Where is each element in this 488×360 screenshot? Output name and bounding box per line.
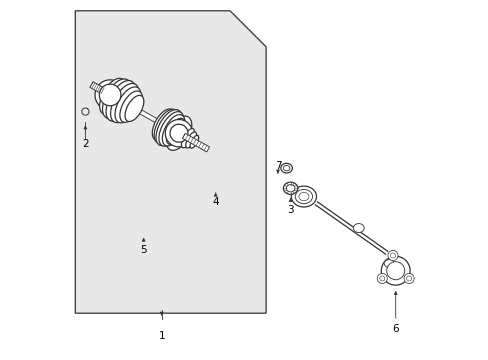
Ellipse shape <box>353 224 364 233</box>
Ellipse shape <box>99 84 121 106</box>
Circle shape <box>381 256 409 285</box>
Polygon shape <box>136 108 163 126</box>
Circle shape <box>387 251 397 261</box>
Circle shape <box>406 276 411 281</box>
Text: 2: 2 <box>82 139 88 149</box>
Text: 6: 6 <box>391 324 398 334</box>
Ellipse shape <box>152 109 175 140</box>
Ellipse shape <box>291 186 316 207</box>
Ellipse shape <box>295 189 312 204</box>
Ellipse shape <box>298 193 308 201</box>
Text: 3: 3 <box>286 204 293 215</box>
Ellipse shape <box>181 129 194 148</box>
Ellipse shape <box>100 78 125 114</box>
Ellipse shape <box>384 260 393 267</box>
Ellipse shape <box>95 80 125 110</box>
Ellipse shape <box>120 91 142 122</box>
Ellipse shape <box>283 166 289 171</box>
Text: 7: 7 <box>274 161 281 171</box>
Ellipse shape <box>190 135 198 148</box>
Ellipse shape <box>285 185 294 192</box>
Ellipse shape <box>162 114 184 146</box>
Polygon shape <box>75 11 265 313</box>
Ellipse shape <box>167 118 190 148</box>
Ellipse shape <box>283 182 297 194</box>
Ellipse shape <box>125 95 143 122</box>
Polygon shape <box>90 82 106 95</box>
Circle shape <box>376 274 386 284</box>
Circle shape <box>403 274 413 284</box>
Text: 1: 1 <box>158 330 164 341</box>
Circle shape <box>390 253 395 258</box>
Circle shape <box>379 276 384 281</box>
Polygon shape <box>182 134 209 152</box>
Ellipse shape <box>156 110 182 145</box>
Ellipse shape <box>115 87 141 123</box>
Ellipse shape <box>166 118 185 144</box>
Ellipse shape <box>159 112 183 146</box>
Ellipse shape <box>106 81 135 121</box>
Ellipse shape <box>170 124 187 142</box>
Text: 5: 5 <box>140 245 147 255</box>
Ellipse shape <box>154 109 178 143</box>
Circle shape <box>386 262 404 280</box>
Text: 4: 4 <box>212 197 219 207</box>
Ellipse shape <box>102 79 130 118</box>
Ellipse shape <box>166 116 191 150</box>
Ellipse shape <box>280 163 292 173</box>
Ellipse shape <box>110 84 139 123</box>
Ellipse shape <box>185 132 196 148</box>
Ellipse shape <box>165 120 192 147</box>
